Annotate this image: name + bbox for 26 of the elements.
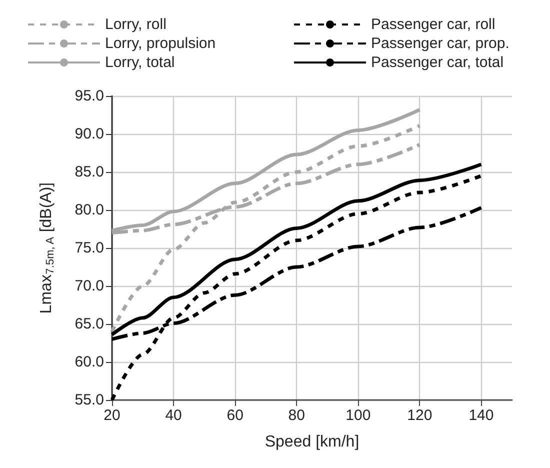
legend-label: Lorry, roll	[105, 16, 166, 33]
y-axis-title: Lmax7.5m, A [dB(A)]	[38, 182, 56, 314]
x-tick-label: 80	[288, 407, 305, 424]
legend-label: Lorry, total	[105, 54, 175, 71]
legend-label: Passenger car, prop.	[371, 35, 510, 52]
y-tick-label: 60.0	[74, 354, 104, 370]
x-tick-label: 140	[468, 407, 494, 424]
y-tick-label: 95.0	[74, 88, 104, 104]
y-tick-label: 75.0	[74, 240, 104, 256]
x-tick-label: 20	[104, 407, 120, 424]
legend-label: Passenger car, total	[371, 54, 504, 71]
y-tick-label: 65.0	[74, 316, 104, 332]
y-tick-label: 55.0	[74, 392, 104, 408]
x-tick-label: 120	[407, 407, 432, 424]
line-series	[110, 174, 483, 402]
line-series	[110, 124, 422, 334]
x-tick-label: 40	[165, 407, 182, 424]
x-tick-label: 100	[346, 407, 371, 424]
y-tick-label: 90.0	[74, 126, 104, 142]
legend-label: Lorry, propulsion	[105, 35, 216, 52]
y-tick-label: 70.0	[74, 278, 104, 294]
y-tick-label: 85.0	[74, 164, 104, 180]
x-tick-label: 60	[226, 407, 244, 424]
y-tick-label: 80.0	[74, 202, 104, 218]
x-axis-title: Speed [km/h]	[264, 434, 360, 450]
legend-label: Passenger car, roll	[371, 16, 496, 33]
